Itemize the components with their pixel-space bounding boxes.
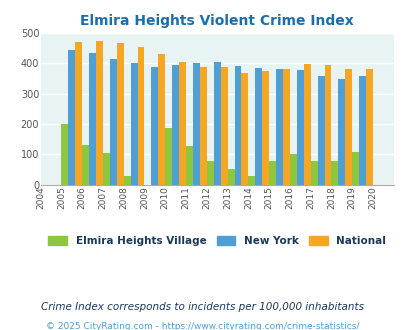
Bar [213,61,220,185]
Bar [185,146,192,185]
Bar [289,154,296,185]
Bar [248,176,255,185]
Bar [61,124,68,185]
Bar [75,42,82,185]
Bar [199,67,206,185]
Bar [358,77,365,185]
Bar [192,63,199,185]
Bar [158,54,165,185]
Bar [282,69,289,185]
Bar [324,65,330,185]
Bar [352,152,358,185]
Bar [234,66,241,185]
Bar [310,160,317,185]
Title: Elmira Heights Violent Crime Index: Elmira Heights Violent Crime Index [80,14,353,28]
Bar [103,153,110,185]
Bar [89,53,96,185]
Bar [151,67,158,185]
Bar [338,79,345,185]
Bar [206,161,213,185]
Bar [82,145,89,185]
Bar [220,67,227,185]
Bar [255,68,262,185]
Bar [227,169,234,185]
Bar [179,62,185,185]
Bar [124,176,130,185]
Legend: Elmira Heights Village, New York, National: Elmira Heights Village, New York, Nation… [48,236,385,246]
Bar [241,73,248,185]
Bar [117,43,124,185]
Bar [137,47,144,185]
Bar [269,161,275,185]
Text: © 2025 CityRating.com - https://www.cityrating.com/crime-statistics/: © 2025 CityRating.com - https://www.city… [46,322,359,330]
Bar [275,69,282,185]
Bar [365,69,372,185]
Text: Crime Index corresponds to incidents per 100,000 inhabitants: Crime Index corresponds to incidents per… [41,302,364,312]
Bar [303,64,310,185]
Bar [130,63,137,185]
Bar [262,71,269,185]
Bar [330,160,338,185]
Bar [68,50,75,185]
Bar [172,65,179,185]
Bar [317,77,324,185]
Bar [165,128,172,185]
Bar [96,41,103,185]
Bar [296,70,303,185]
Bar [345,69,352,185]
Bar [110,59,117,185]
